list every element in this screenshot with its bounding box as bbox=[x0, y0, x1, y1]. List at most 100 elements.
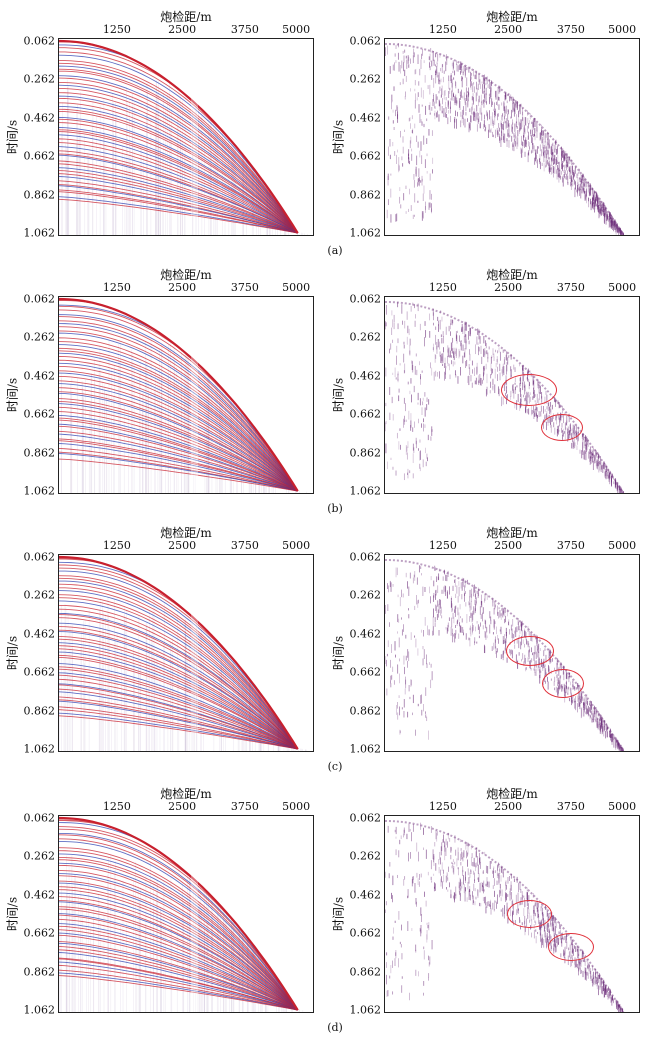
moveout-curve bbox=[59, 668, 298, 750]
moveout-curve bbox=[59, 129, 298, 234]
moveout-curve bbox=[59, 60, 299, 234]
moveout-curve bbox=[59, 575, 299, 750]
moveout-curve bbox=[59, 840, 299, 1011]
y-tick-label: 0.462 bbox=[23, 369, 56, 383]
residual-plot bbox=[384, 38, 640, 236]
moveout-curve bbox=[59, 638, 298, 750]
moveout-curve bbox=[59, 75, 299, 234]
moveout-curve bbox=[59, 65, 299, 234]
moveout-curve bbox=[59, 320, 299, 492]
x-tick-label: 3750 bbox=[556, 800, 585, 813]
y-tick-label: 0.862 bbox=[349, 704, 382, 718]
moveout-curve bbox=[59, 423, 298, 492]
moveout-curve bbox=[59, 68, 299, 234]
seismic-gather-image bbox=[59, 39, 313, 235]
x-tick-label: 2500 bbox=[168, 800, 197, 813]
y-tick-label: 1.062 bbox=[23, 742, 56, 756]
moveout-curve bbox=[59, 952, 298, 1011]
y-axis-title: 时间/s bbox=[331, 635, 346, 671]
x-axis-title: 炮检距/m bbox=[160, 10, 212, 24]
y-tick-label: 1.062 bbox=[349, 484, 382, 498]
y-tick-label: 0.462 bbox=[349, 888, 382, 902]
moveout-curve bbox=[59, 651, 298, 750]
x-tick-label: 3750 bbox=[230, 800, 259, 813]
moveout-curve bbox=[59, 925, 298, 1011]
moveout-curve bbox=[59, 875, 299, 1011]
subfigure-caption: (b) bbox=[327, 502, 343, 515]
moveout-curve bbox=[59, 712, 298, 750]
y-tick-label: 1.062 bbox=[23, 484, 56, 498]
moveout-curve bbox=[59, 612, 299, 750]
moveout-curve bbox=[59, 131, 298, 234]
blank-region bbox=[59, 555, 313, 751]
first-arrival-residual bbox=[385, 819, 625, 1012]
moveout-curve bbox=[59, 838, 299, 1011]
x-axis-title: 炮检距/m bbox=[160, 787, 212, 801]
highlight-ellipse bbox=[548, 933, 594, 961]
moveout-curve bbox=[59, 191, 298, 234]
x-tick-label: 3750 bbox=[230, 539, 259, 552]
first-arrival-curve bbox=[59, 555, 299, 750]
y-tick-label: 0.862 bbox=[23, 446, 56, 460]
moveout-curve bbox=[59, 375, 299, 492]
moveout-curve bbox=[59, 105, 299, 234]
moveout-curve bbox=[59, 914, 298, 1011]
x-tick-label: 3750 bbox=[556, 539, 585, 552]
data-gap-stripe bbox=[191, 874, 199, 1012]
moveout-curve bbox=[59, 108, 299, 234]
moveout-curve bbox=[59, 886, 299, 1011]
y-tick-label: 0.862 bbox=[23, 704, 56, 718]
y-tick-label: 0.862 bbox=[349, 446, 382, 460]
moveout-curve bbox=[59, 146, 298, 234]
y-tick-label: 0.662 bbox=[349, 926, 382, 940]
moveout-curve bbox=[59, 453, 298, 492]
moveout-curve bbox=[59, 696, 298, 750]
moveout-curve bbox=[59, 880, 299, 1011]
y-tick-label: 0.862 bbox=[23, 188, 56, 202]
moveout-curve bbox=[59, 448, 298, 492]
moveout-curve bbox=[59, 946, 298, 1011]
moveout-curve bbox=[59, 142, 298, 234]
y-tick-label: 0.062 bbox=[23, 550, 56, 564]
x-tick-label: 3750 bbox=[230, 281, 259, 294]
moveout-curve bbox=[59, 715, 298, 750]
moveout-curve bbox=[59, 908, 298, 1011]
moveout-curve bbox=[59, 122, 298, 234]
first-arrival-residual bbox=[385, 42, 625, 235]
moveout-curve bbox=[59, 648, 298, 750]
moveout-curve bbox=[59, 330, 299, 492]
moveout-curve bbox=[59, 391, 298, 492]
moveout-curve bbox=[59, 356, 299, 492]
moveout-curve bbox=[59, 415, 298, 492]
moveout-curve bbox=[59, 900, 298, 1011]
data-gap-stripe bbox=[191, 97, 199, 235]
moveout-curve bbox=[59, 913, 298, 1011]
moveout-curve bbox=[59, 975, 298, 1011]
y-tick-label: 0.862 bbox=[349, 965, 382, 979]
y-tick-label: 0.462 bbox=[349, 111, 382, 125]
x-tick-label: 1250 bbox=[102, 539, 131, 552]
x-axis-title: 炮检距/m bbox=[486, 526, 538, 540]
moveout-curve bbox=[59, 134, 298, 234]
moveout-curve bbox=[59, 577, 299, 750]
residual-plot bbox=[384, 296, 640, 494]
moveout-curve bbox=[59, 941, 298, 1011]
moveout-curve bbox=[59, 600, 299, 750]
highlight-ellipse bbox=[501, 374, 557, 406]
moveout-curve bbox=[59, 433, 298, 492]
moveout-curve bbox=[59, 323, 299, 492]
y-tick-label: 0.462 bbox=[23, 111, 56, 125]
x-axis-title: 炮检距/m bbox=[160, 526, 212, 540]
moveout-curve bbox=[59, 964, 298, 1011]
moveout-curve bbox=[59, 387, 298, 492]
y-tick-label: 1.062 bbox=[349, 742, 382, 756]
moveout-curve bbox=[59, 629, 299, 750]
moveout-curve bbox=[59, 117, 299, 234]
moveout-curve bbox=[59, 906, 298, 1011]
moveout-curve bbox=[59, 706, 298, 750]
moveout-curve bbox=[59, 383, 298, 492]
moveout-curve bbox=[59, 170, 298, 234]
moveout-curve bbox=[59, 62, 299, 234]
moveout-curve bbox=[59, 118, 299, 234]
moveout-curve bbox=[59, 425, 298, 492]
